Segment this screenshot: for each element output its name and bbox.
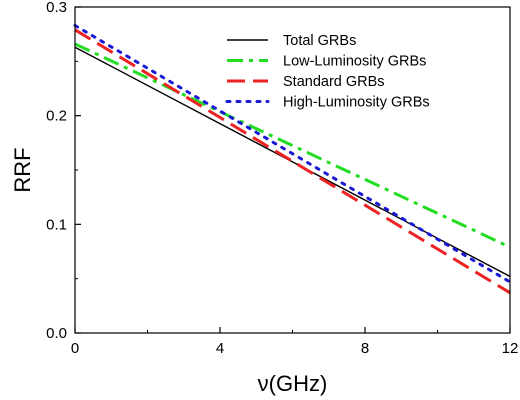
- legend-label-2: Standard GRBs: [283, 74, 385, 90]
- x-tick-label: 8: [361, 340, 369, 357]
- y-tick-label: 0.3: [46, 0, 67, 16]
- y-tick-label: 0.1: [46, 216, 67, 233]
- legend-label-0: Total GRBs: [283, 33, 356, 49]
- series-line-3: [73, 23, 512, 284]
- x-tick-label: 0: [71, 340, 79, 357]
- legend: Total GRBs Low-Luminosity GRBs Standard GR…: [225, 33, 430, 111]
- legend-label-3: High-Luminosity GRBs: [283, 95, 430, 111]
- legend-label-1: Low-Luminosity GRBs: [283, 54, 426, 70]
- y-axis-title: RRF: [10, 147, 35, 192]
- ticks-layer: 0 4 8 12 0.0 0.1 0.2 0.3: [46, 0, 518, 357]
- x-tick-label: 12: [502, 340, 519, 357]
- series-line-2: [74, 28, 511, 295]
- series-layer: [73, 23, 512, 295]
- x-tick-label: 4: [216, 340, 224, 357]
- x-axis-title: ν(GHz): [258, 371, 328, 396]
- y-tick-label: 0.2: [46, 108, 67, 125]
- y-tick-label: 0.0: [46, 325, 67, 342]
